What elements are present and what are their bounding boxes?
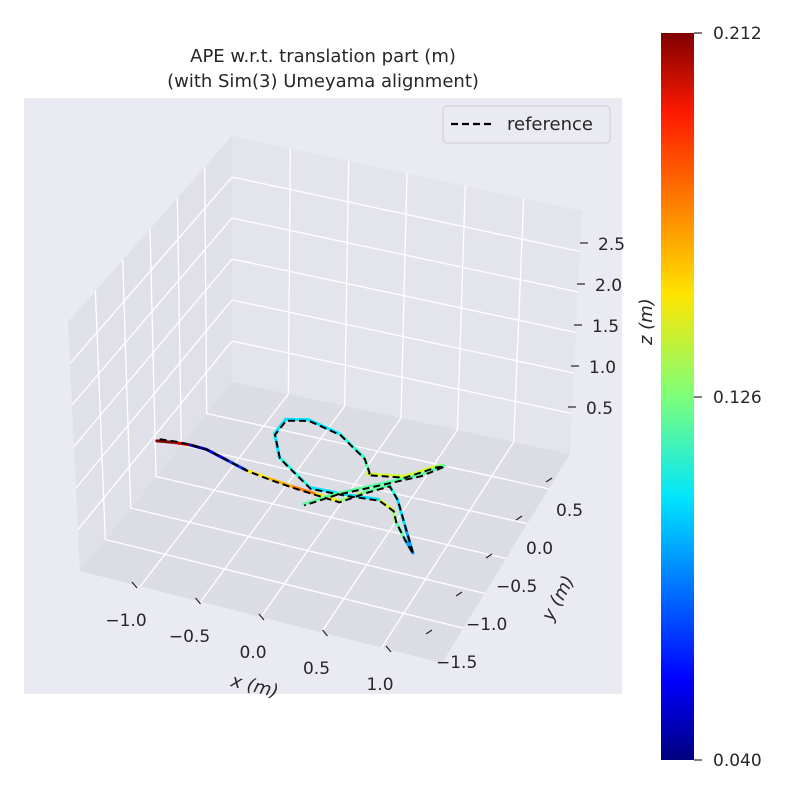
y-tick-mark bbox=[515, 515, 523, 521]
back-pane bbox=[232, 136, 582, 454]
estimate-segment bbox=[402, 464, 438, 478]
estimate-segment bbox=[376, 473, 423, 486]
chart-title-line-1: APE w.r.t. translation part (m) bbox=[190, 46, 456, 67]
z-tick-label: 2.0 bbox=[595, 276, 622, 296]
z-tick-label: 0.5 bbox=[586, 399, 613, 419]
x-tick-mark bbox=[322, 629, 328, 637]
left-pane bbox=[68, 136, 232, 571]
colorbar-tick-label: 0.126 bbox=[713, 388, 762, 408]
y-tick-label: 0.0 bbox=[526, 539, 553, 559]
z-axis-ticks: 2.5 2.0 1.5 1.0 0.5 bbox=[568, 235, 625, 419]
x-tick-mark bbox=[131, 581, 138, 589]
x-tick-label: 1.0 bbox=[366, 675, 393, 695]
z-tick-label: 2.5 bbox=[598, 235, 625, 255]
x-tick-label: 0.5 bbox=[303, 659, 330, 679]
x-tick-label: −0.5 bbox=[169, 627, 210, 647]
y-axis-ticks: 0.50.0 −0.5 −1.0 −1.5 bbox=[425, 477, 583, 673]
floor-pane bbox=[80, 382, 570, 663]
legend: reference bbox=[442, 105, 611, 144]
x-tick-mark bbox=[195, 597, 201, 605]
estimate-segment bbox=[291, 485, 318, 496]
grid-line bbox=[206, 412, 549, 490]
colorbar-tick-label: 0.040 bbox=[713, 751, 762, 771]
y-tick-mark bbox=[425, 629, 433, 635]
y-tick-label: 0.5 bbox=[556, 501, 583, 521]
grid-line bbox=[69, 176, 233, 364]
legend-box bbox=[442, 105, 611, 144]
estimate-segment bbox=[333, 482, 380, 496]
legend-reference-label: reference bbox=[507, 114, 593, 135]
reference-path bbox=[159, 419, 445, 555]
y-tick-label: −0.5 bbox=[496, 577, 537, 597]
y-tick-label: −1.0 bbox=[466, 615, 507, 635]
estimate-segment bbox=[302, 492, 337, 506]
x-tick-mark bbox=[258, 613, 265, 621]
pane-grid bbox=[69, 148, 581, 649]
colorbar-ticks: 0.212 0.126 0.040 bbox=[694, 24, 762, 771]
z-tick-label: 1.5 bbox=[592, 317, 619, 337]
chart-title-line-2: (with Sim(3) Umeyama alignment) bbox=[167, 71, 479, 92]
x-tick-label: 0.0 bbox=[239, 643, 266, 663]
y-tick-mark bbox=[455, 591, 463, 597]
reference-trajectory bbox=[159, 419, 445, 555]
x-tick-label: −1.0 bbox=[105, 611, 146, 631]
z-tick-label: 1.0 bbox=[589, 358, 616, 378]
grid-line bbox=[231, 176, 581, 253]
y-tick-label: −1.5 bbox=[436, 653, 477, 673]
estimate-segment bbox=[155, 439, 175, 444]
colorbar bbox=[661, 33, 694, 760]
y-tick-mark bbox=[545, 477, 553, 483]
x-tick-mark bbox=[385, 645, 392, 653]
z-axis-label: z (m) bbox=[636, 298, 657, 346]
estimate-segment bbox=[365, 472, 406, 478]
x-axis-ticks: −1.0 −0.5 0.0 0.5 1.0 bbox=[105, 581, 394, 695]
y-tick-mark bbox=[485, 553, 493, 559]
colorbar-tick-label: 0.212 bbox=[713, 24, 762, 44]
estimate-segment bbox=[362, 483, 391, 494]
estimate-segment bbox=[345, 493, 381, 501]
estimate-segment bbox=[273, 417, 287, 436]
